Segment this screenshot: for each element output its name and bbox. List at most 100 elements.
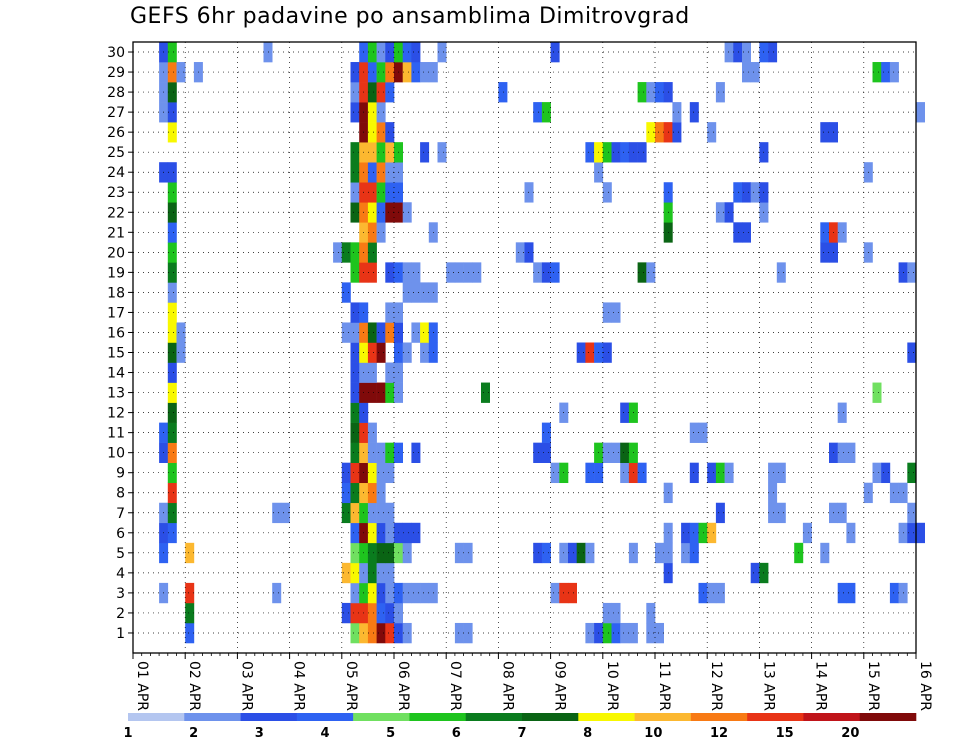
heatmap-cell (376, 442, 386, 463)
heatmap-cell (602, 182, 612, 203)
heatmap-cell (689, 522, 699, 544)
heatmap-cell (350, 522, 360, 544)
heatmap-cell (341, 502, 351, 524)
colorbar-swatch (184, 713, 241, 721)
heatmap-cell (733, 182, 743, 203)
heatmap-cell (385, 262, 395, 283)
heatmap-cell (402, 542, 412, 564)
heatmap-cell (881, 62, 891, 83)
x-tick-label: 11 APR (656, 661, 672, 711)
x-tick-label: 08 APR (499, 661, 515, 711)
heatmap-cell (715, 582, 725, 604)
heatmap-cell (846, 522, 856, 544)
colorbar-label: 6 (452, 726, 461, 741)
heatmap-cell (341, 462, 351, 484)
heatmap-cell (167, 122, 177, 143)
heatmap-cell (176, 322, 186, 343)
heatmap-cell (350, 622, 360, 644)
y-tick-label: 7 (116, 506, 125, 522)
colorbar-swatch (128, 713, 185, 721)
heatmap-cell (402, 62, 412, 83)
heatmap-cell (272, 582, 282, 604)
heatmap-cell (385, 122, 395, 143)
heatmap-cell (411, 322, 421, 343)
heatmap-cell (272, 502, 282, 524)
heatmap-cell (533, 542, 543, 564)
colorbar-label: 2 (189, 726, 198, 741)
grid-lines (133, 42, 916, 653)
heatmap-cell (385, 42, 395, 63)
colorbar-swatch (522, 713, 579, 721)
heatmap-cell (367, 342, 377, 363)
heatmap-cell (820, 242, 830, 263)
heatmap-cell (350, 402, 360, 423)
y-tick-label: 21 (107, 225, 125, 241)
x-tick-label: 07 APR (447, 661, 463, 711)
heatmap-cell (385, 562, 395, 584)
y-tick-label: 1 (116, 626, 125, 642)
colorbar-label: 10 (644, 726, 662, 741)
heatmap-cell (515, 242, 525, 263)
heatmap-cell (385, 502, 395, 524)
colorbar-label: 15 (776, 726, 794, 741)
heatmap-cell (541, 542, 551, 564)
heatmap-cell (167, 322, 177, 343)
heatmap-cell (907, 522, 917, 544)
heatmap-cell (681, 522, 691, 544)
heatmap-cell (715, 82, 725, 103)
y-tick-labels: 1234567891011121314151617181920212223242… (107, 45, 133, 642)
y-tick-label: 3 (116, 586, 125, 602)
heatmap-cell (550, 42, 560, 63)
heatmap-cell (768, 42, 778, 63)
colorbar-swatch (409, 713, 467, 721)
heatmap-cell (280, 502, 290, 524)
heatmap-cell (350, 562, 360, 584)
heatmap-cell (768, 462, 778, 484)
y-tick-label: 4 (116, 566, 125, 582)
heatmap-cell (907, 462, 917, 484)
heatmap-cell (750, 562, 760, 584)
heatmap-cell (385, 542, 395, 564)
colorbar-label: 4 (320, 726, 329, 741)
heatmap-cell (167, 222, 177, 243)
heatmap-cell (402, 282, 412, 303)
heatmap-cell (376, 62, 386, 83)
heatmap-cells (159, 42, 925, 644)
colorbar-swatch (747, 713, 804, 721)
y-tick-label: 17 (107, 305, 125, 321)
heatmap-cell (437, 142, 447, 163)
heatmap-cell (646, 122, 656, 143)
heatmap-cell (872, 382, 882, 403)
heatmap-cell (402, 202, 412, 223)
heatmap-cell (768, 502, 778, 524)
chart-title: GEFS 6hr padavine po ansamblima Dimitrov… (130, 4, 690, 29)
y-tick-label: 2 (116, 606, 125, 622)
heatmap-cell (602, 442, 612, 463)
heatmap-cell (350, 202, 360, 223)
heatmap-cell (167, 422, 177, 443)
heatmap-cell (167, 42, 177, 63)
heatmap-cell (585, 142, 595, 163)
heatmap-cell (646, 622, 656, 644)
heatmap-cell (367, 162, 377, 183)
heatmap-cell (602, 342, 612, 363)
y-tick-label: 10 (107, 446, 125, 462)
heatmap-cell (889, 62, 899, 83)
heatmap-cell (837, 582, 847, 604)
heatmap-cell (385, 622, 395, 644)
heatmap-cell (541, 102, 551, 123)
heatmap-cell (350, 82, 360, 103)
colorbar-swatch (690, 713, 748, 721)
heatmap-cell (350, 302, 360, 323)
heatmap-cell (367, 142, 377, 163)
heatmap-cell (167, 282, 177, 303)
heatmap-cell (646, 602, 656, 624)
heatmap-cell (385, 382, 395, 403)
heatmap-cell (655, 622, 664, 644)
heatmap-cell (402, 342, 412, 363)
heatmap-cell (333, 242, 343, 263)
heatmap-cell (385, 602, 395, 624)
heatmap-cell (837, 502, 847, 524)
heatmap-cell (402, 262, 412, 283)
